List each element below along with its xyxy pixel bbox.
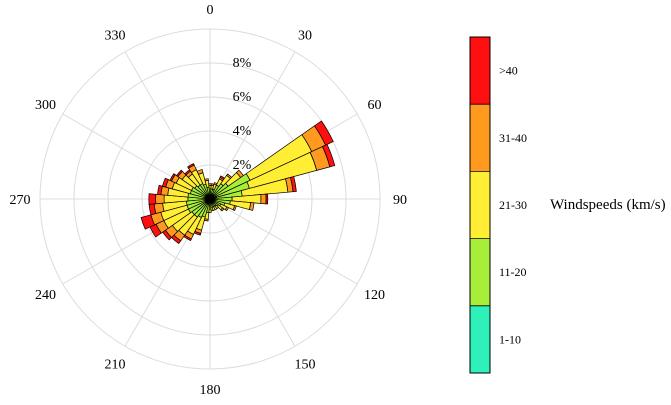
axis-labels: 0 30 60 90 120 150 180 210 240 270 300 330 2% 4% 6% 8% — [10, 3, 408, 398]
direction-tick-label: 30 — [298, 29, 312, 44]
radial-tick-label: 2% — [233, 158, 252, 173]
wind-bar-segment — [169, 173, 176, 182]
wind-bar-segment — [148, 193, 157, 205]
wind-bar-segment — [176, 169, 183, 178]
wind-bar-segment — [248, 202, 255, 211]
wind-bar-segment — [187, 163, 195, 169]
grid-spoke — [209, 51, 296, 200]
colorbar-tick-label: 1-10 — [499, 332, 521, 346]
grid-spoke — [209, 198, 296, 347]
direction-tick-label: 0 — [207, 3, 214, 18]
colorbar-label: Windspeeds (km/s) — [550, 197, 666, 213]
wind-bar-segment — [157, 184, 163, 196]
wind-bar-segment — [322, 143, 336, 168]
wind-bar-segment — [265, 193, 269, 205]
colorbar-tick-label: 11-20 — [499, 265, 527, 279]
wind-bar-segment — [204, 178, 209, 182]
colorbar-swatch — [470, 37, 490, 105]
direction-tick-label: 180 — [200, 383, 221, 398]
wind-bar-segment — [220, 207, 225, 212]
direction-tick-label: 150 — [295, 358, 316, 373]
colorbar-swatch — [470, 305, 490, 373]
wind-bar-segment — [232, 205, 237, 211]
wind-bar-segment — [155, 193, 165, 205]
colorbar-tick-label: >40 — [499, 64, 518, 78]
wind-bar-segment — [140, 214, 155, 230]
wind-bar-segment — [196, 169, 204, 175]
direction-tick-label: 90 — [393, 193, 407, 208]
colorbar-legend: >40 31-40 21-30 11-20 1-10 — [469, 36, 527, 374]
colorbar-swatch — [470, 238, 490, 306]
wind-bar-segment — [313, 120, 334, 146]
direction-tick-label: 330 — [105, 29, 126, 44]
colorbar-tick-label: 21-30 — [499, 198, 527, 212]
colorbar-swatch — [470, 104, 490, 172]
direction-tick-label: 210 — [105, 358, 126, 373]
wind-rose-bars — [140, 120, 336, 245]
radial-tick-label: 4% — [233, 124, 252, 139]
wind-bar-segment — [290, 176, 297, 193]
colorbar-tick-label: 31-40 — [499, 131, 527, 145]
direction-tick-label: 300 — [35, 98, 56, 113]
colorbar-swatch — [470, 171, 490, 239]
direction-tick-label: 60 — [368, 98, 382, 113]
colorbar-frame — [469, 36, 491, 374]
radial-tick-label: 6% — [233, 90, 252, 105]
wind-bar-segment — [161, 177, 169, 188]
wind-bar-segment — [224, 206, 229, 212]
radial-tick-label: 8% — [233, 56, 252, 71]
direction-tick-label: 240 — [35, 288, 56, 303]
direction-tick-label: 270 — [10, 193, 31, 208]
grid-spoke — [209, 198, 358, 285]
wind-bar-segment — [260, 193, 267, 205]
direction-tick-label: 120 — [364, 288, 385, 303]
